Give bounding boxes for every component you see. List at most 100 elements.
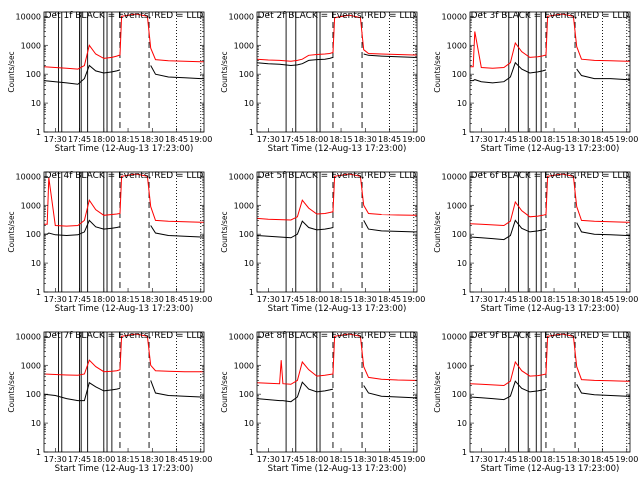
x-axis-label: Start Time (12-Aug-13 17:23:00) <box>55 144 194 154</box>
panel-title: Det 6f BLACK = Events, RED = LLD <box>471 171 630 181</box>
y-tick-label: 1000 <box>234 361 254 370</box>
plot-frame <box>256 331 418 453</box>
y-tick-label: 1 <box>462 288 467 297</box>
y-tick-label: 100 <box>452 390 467 399</box>
y-tick-label: 100 <box>452 70 467 79</box>
series-line-events <box>257 381 417 403</box>
x-tick-label: 17:45 <box>494 135 517 144</box>
x-tick-label: 18:30 <box>141 455 164 464</box>
y-tick-label: 10000 <box>442 172 467 181</box>
x-tick-label: 17:30 <box>44 135 67 144</box>
plot-frame <box>469 171 631 293</box>
x-tick-label: 18:15 <box>543 135 566 144</box>
x-tick-label: 17:45 <box>68 295 91 304</box>
series-line-lld <box>257 333 417 385</box>
x-tick-label: 17:30 <box>470 295 493 304</box>
y-tick-label: 10000 <box>16 12 41 21</box>
x-axis-label: Start Time (12-Aug-13 17:23:00) <box>268 464 407 474</box>
panel-title: Det 7f BLACK = Events, RED = LLD <box>45 331 204 341</box>
x-tick-label: 17:30 <box>470 455 493 464</box>
y-tick-label: 10 <box>244 99 254 108</box>
series-line-lld <box>257 173 417 221</box>
y-tick-label: 100 <box>26 390 41 399</box>
series-line-events <box>44 219 204 238</box>
plot-frame <box>43 171 205 293</box>
x-tick-label: 19:00 <box>615 295 638 304</box>
y-tick-label: 1 <box>249 128 254 137</box>
x-tick-label: 18:00 <box>92 135 115 144</box>
y-tick-label: 10000 <box>442 332 467 341</box>
y-tick-label: 100 <box>239 230 254 239</box>
x-tick-label: 18:00 <box>305 135 328 144</box>
detector-panel: 1 10 100 1000 10000 17:30 17:45 18:00 18:15 18:30… <box>220 171 425 314</box>
y-tick-label: 100 <box>452 230 467 239</box>
y-axis-label: Counts/sec <box>433 51 442 92</box>
x-tick-label: 19:00 <box>402 455 425 464</box>
y-tick-label: 10 <box>457 419 467 428</box>
y-axis-label: Counts/sec <box>433 211 442 252</box>
panel-data <box>257 172 417 292</box>
panel-title: Det 2f BLACK = Events, RED = LLD <box>258 11 417 21</box>
x-tick-label: 18:30 <box>567 135 590 144</box>
panel-data <box>470 12 630 132</box>
plot-frame <box>469 331 631 453</box>
x-tick-label: 18:30 <box>354 455 377 464</box>
x-tick-label: 18:00 <box>518 135 541 144</box>
x-tick-label: 17:45 <box>68 135 91 144</box>
y-tick-label: 1000 <box>447 201 467 210</box>
y-tick-label: 10 <box>31 259 41 268</box>
x-axis-label: Start Time (12-Aug-13 17:23:00) <box>481 304 620 314</box>
y-tick-label: 1000 <box>447 361 467 370</box>
x-tick-label: 19:00 <box>402 295 425 304</box>
panel-title: Det 5f BLACK = Events, RED = LLD <box>258 171 417 181</box>
plot-frame <box>43 331 205 453</box>
x-tick-label: 18:15 <box>330 455 353 464</box>
x-tick-label: 19:00 <box>189 295 212 304</box>
x-tick-label: 18:15 <box>543 455 566 464</box>
y-tick-label: 1000 <box>234 41 254 50</box>
y-tick-label: 1 <box>36 128 41 137</box>
y-axis-label: Counts/sec <box>7 371 16 412</box>
y-axis-label: Counts/sec <box>7 51 16 92</box>
panel-title: Det 3f BLACK = Events, RED = LLD <box>471 11 630 21</box>
y-tick-label: 10000 <box>229 12 254 21</box>
series-line-events <box>470 219 630 241</box>
panel-data <box>257 332 417 452</box>
x-tick-label: 18:30 <box>141 135 164 144</box>
y-tick-label: 1000 <box>21 41 41 50</box>
x-tick-label: 17:45 <box>281 135 304 144</box>
x-tick-label: 17:45 <box>494 295 517 304</box>
x-tick-label: 18:00 <box>92 295 115 304</box>
panel-data <box>44 332 204 452</box>
y-tick-label: 100 <box>239 390 254 399</box>
x-axis-label: Start Time (12-Aug-13 17:23:00) <box>55 304 194 314</box>
y-tick-label: 10 <box>457 99 467 108</box>
panel-title: Det 8f BLACK = Events, RED = LLD <box>258 331 417 341</box>
panel-title: Det 4f BLACK = Events, RED = LLD <box>45 171 204 181</box>
y-tick-label: 10 <box>31 99 41 108</box>
x-tick-label: 17:30 <box>470 135 493 144</box>
series-line-events <box>44 380 204 402</box>
detector-panel: 1 10 100 1000 10000 17:30 17:45 18:00 18:15 18:30… <box>7 331 212 474</box>
y-tick-label: 1 <box>36 288 41 297</box>
x-axis-label: Start Time (12-Aug-13 17:23:00) <box>481 144 620 154</box>
x-tick-label: 19:00 <box>189 135 212 144</box>
y-axis-label: Counts/sec <box>433 371 442 412</box>
x-tick-label: 18:15 <box>330 295 353 304</box>
x-axis-label: Start Time (12-Aug-13 17:23:00) <box>481 464 620 474</box>
panel-data <box>257 12 417 132</box>
x-tick-label: 18:30 <box>354 135 377 144</box>
plot-frame <box>43 11 205 133</box>
series-line-lld <box>257 14 417 62</box>
y-tick-label: 10 <box>244 419 254 428</box>
series-line-events <box>257 53 417 67</box>
panel-data <box>470 172 630 292</box>
x-tick-label: 17:30 <box>257 295 280 304</box>
y-tick-label: 1 <box>462 128 467 137</box>
x-tick-label: 18:15 <box>117 135 140 144</box>
x-tick-label: 18:30 <box>567 295 590 304</box>
x-tick-label: 18:45 <box>591 135 614 144</box>
detector-panel: 1 10 100 1000 10000 17:30 17:45 18:00 18:15 18:30… <box>433 11 638 154</box>
y-tick-label: 10 <box>457 259 467 268</box>
x-tick-label: 17:30 <box>44 455 67 464</box>
